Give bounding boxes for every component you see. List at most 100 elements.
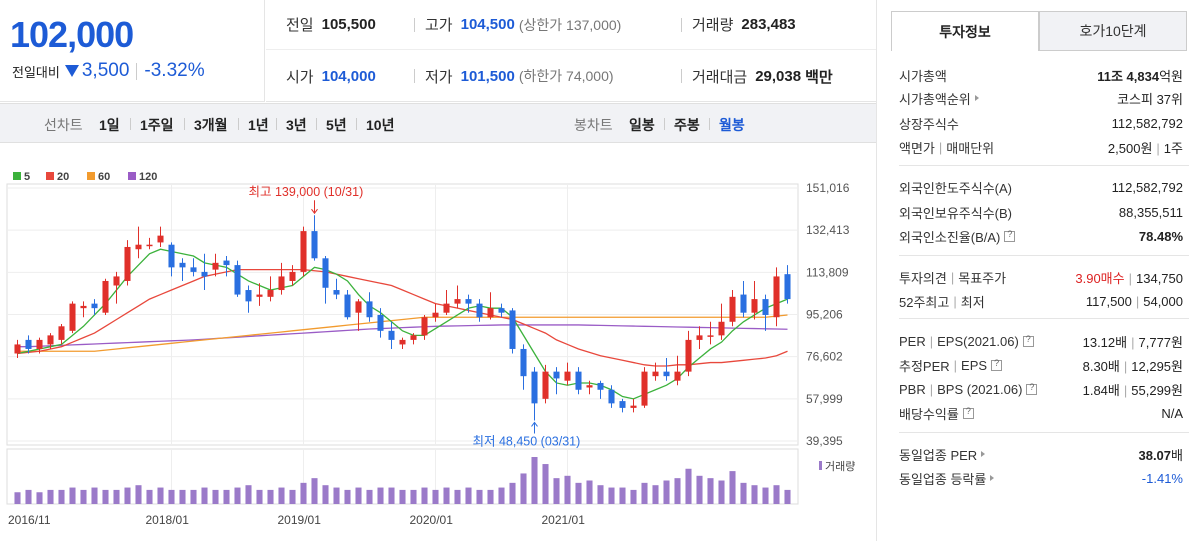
candle-body (69, 303, 76, 331)
ma20-line (17, 268, 788, 367)
foreign-ratio-row: 외국인소진율(B/A) 78.48% (899, 225, 1183, 247)
ma5-line (17, 248, 788, 400)
x-tick-label: 2019/01 (278, 513, 322, 527)
volume-bar (410, 489, 417, 504)
candle-body (157, 235, 164, 243)
y-tick-label: 151,016 (806, 181, 850, 195)
volume-bar (113, 489, 120, 504)
volume-bar (740, 482, 747, 504)
candle-body (520, 348, 527, 377)
volume-bar (157, 487, 164, 504)
volume-bar (25, 489, 32, 504)
candle-monthly-button[interactable]: 월봉 (719, 117, 745, 133)
candle-body (322, 258, 329, 288)
volume-bar (443, 487, 450, 504)
candle-daily-button[interactable]: 일봉 (629, 117, 655, 133)
candle-body (553, 371, 560, 379)
volume-bar (509, 482, 516, 504)
volume-bar (641, 482, 648, 504)
help-icon[interactable] (1026, 382, 1038, 395)
divider (136, 62, 138, 80)
volume-bar (366, 489, 373, 504)
period-1d-button[interactable]: 1일 (99, 117, 120, 133)
chevron-right-icon (981, 451, 986, 457)
candle-body (652, 371, 659, 377)
period-3y-button[interactable]: 3년 (286, 117, 307, 133)
candle-weekly-button[interactable]: 주봉 (674, 117, 700, 133)
volume-bar (146, 489, 153, 504)
min-annotation: 최저 48,450 (03/31) (473, 434, 581, 448)
volume-bar (553, 478, 560, 504)
period-5y-button[interactable]: 5년 (326, 117, 347, 133)
period-1w-button[interactable]: 1주일 (140, 117, 174, 133)
volume-bar (58, 489, 65, 504)
volume-bar (586, 480, 593, 504)
volume-bar (36, 492, 43, 504)
stock-main-panel: 102,000 전일대비 3,500 -3.32% 전일 105,500 고가 … (0, 0, 876, 541)
period-1y-button[interactable]: 1년 (248, 117, 269, 133)
candle-body (685, 339, 692, 372)
opinion-row: 투자의견 | 목표주가 3.90매수 | 134,750 (899, 269, 1183, 286)
x-tick-label: 2018/01 (146, 513, 190, 527)
help-icon[interactable] (1004, 229, 1016, 242)
candle-body (201, 271, 208, 277)
volume-bar (47, 489, 54, 504)
tab-order-book[interactable]: 호가10단계 (1039, 11, 1187, 51)
help-icon[interactable] (1022, 334, 1034, 347)
candle-body (696, 335, 703, 340)
volume-bar (564, 475, 571, 504)
volume-bar (201, 487, 208, 504)
volume-bar (344, 489, 351, 504)
candle-body (641, 371, 648, 406)
volume-bar (597, 485, 604, 504)
volume-bar (476, 489, 483, 504)
volume-bar (355, 487, 362, 504)
candle-body (25, 339, 32, 349)
candle-body (454, 299, 461, 304)
candle-body (707, 335, 714, 337)
candle-body (487, 308, 494, 318)
52week-row: 52주최고 | 최저 117,500 | 54,000 (899, 293, 1183, 310)
help-icon[interactable] (991, 358, 1003, 371)
info-tabs: 투자정보 호가10단계 (891, 11, 1187, 51)
market-cap-row: 시가총액 11조 4,834억원 (899, 68, 1183, 84)
x-tick-label: 2016/11 (8, 513, 51, 527)
y-tick-label: 57,999 (806, 392, 843, 406)
volume-bar (674, 478, 681, 504)
change-label: 전일대비 (12, 64, 60, 80)
volume-bar (773, 485, 780, 504)
volume-bar (729, 471, 736, 504)
candle-body (575, 371, 582, 390)
legend-label: 20 (57, 171, 69, 183)
tab-investment-info[interactable]: 투자정보 (891, 11, 1039, 51)
dividend-row: 배당수익률 N/A (899, 402, 1183, 424)
period-10y-button[interactable]: 10년 (366, 117, 395, 133)
volume-bar (685, 468, 692, 504)
volume-bar (223, 489, 230, 504)
candle-body (608, 389, 615, 404)
candle-body (289, 271, 296, 281)
candle-body (773, 276, 780, 318)
volume-bar (322, 485, 329, 504)
volume-bar (520, 473, 527, 504)
candle-body (531, 371, 538, 404)
volume-bar (124, 487, 131, 504)
pbr-row: PBR|BPS (2021.06) 1.84배|55,299원 (899, 378, 1183, 400)
candle-body (784, 274, 791, 300)
volume-bar (289, 489, 296, 504)
volume-bar (377, 487, 384, 504)
y-tick-label: 132,413 (806, 223, 850, 237)
candle-body (267, 290, 274, 297)
candle-body (47, 335, 54, 345)
candle-body (762, 299, 769, 315)
y-tick-label: 39,395 (806, 434, 843, 448)
period-3m-button[interactable]: 3개월 (194, 117, 228, 133)
price-stats: 전일 105,500 고가 104,500 (상한가 137,000) 거래량 … (266, 0, 876, 102)
candle-body (36, 339, 43, 349)
open-price: 시가 104,000 (286, 67, 376, 86)
candlestick-chart[interactable]: 151,016 132,413 113,809 95,206 76,602 57,999 3… (0, 144, 876, 541)
volume-bar (465, 487, 472, 504)
stock-chart[interactable]: 151,016 132,413 113,809 95,206 76,602 57,999 3… (0, 144, 876, 541)
candle-body (740, 294, 747, 313)
help-icon[interactable] (962, 406, 974, 419)
